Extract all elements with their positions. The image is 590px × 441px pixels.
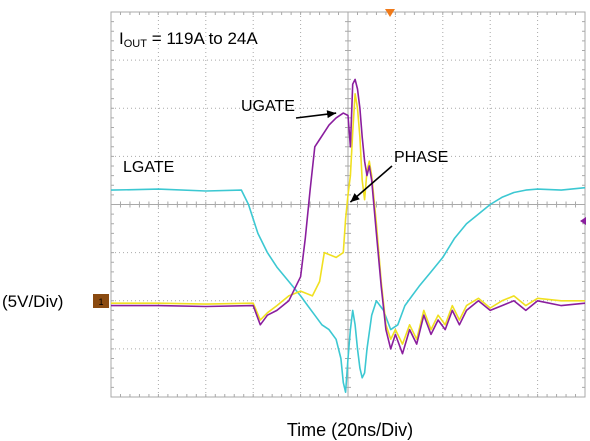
title-prefix: I <box>119 29 124 48</box>
trace-phase <box>111 93 585 345</box>
scope-traces <box>110 78 586 394</box>
phase-arrow <box>349 165 393 203</box>
trace-ugate <box>111 78 586 355</box>
trigger-marker <box>385 9 395 17</box>
x-axis-label: Time (20ns/Div) <box>287 420 413 440</box>
ground-marker <box>93 294 109 308</box>
chart-title: IOUT = 119A to 24A <box>119 29 258 50</box>
lgate-label: LGATE <box>123 159 174 176</box>
ground-marker-label: 1 <box>98 297 103 307</box>
annotation-arrows <box>295 110 393 203</box>
trigger-level-marker <box>580 217 586 225</box>
ugate-label: UGATE <box>241 98 295 115</box>
phase-label: PHASE <box>394 149 448 166</box>
phase-arrow-head <box>350 193 360 203</box>
y-axis-label: (5V/Div) <box>2 292 63 311</box>
scope-grid <box>110 11 586 398</box>
title-subscript: OUT <box>124 38 148 50</box>
ugate-arrow-head <box>326 110 337 119</box>
trace-lgate <box>110 186 586 394</box>
title-suffix: = 119A to 24A <box>147 29 258 48</box>
